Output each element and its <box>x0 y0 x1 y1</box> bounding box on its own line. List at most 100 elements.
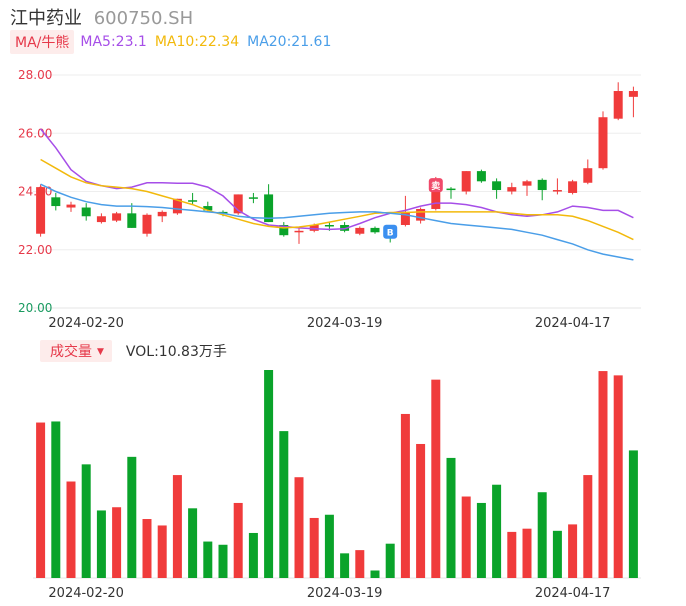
volume-bar <box>172 475 182 578</box>
y-tick-label: 28.00 <box>18 68 52 82</box>
volume-bar <box>583 475 593 578</box>
volume-bar <box>127 456 137 578</box>
ma10-line <box>40 158 634 241</box>
candle-body <box>628 91 638 97</box>
candle-body <box>203 206 213 211</box>
volume-bar <box>370 570 380 578</box>
candle-body <box>370 227 380 233</box>
candle-body <box>172 198 182 214</box>
candle-body <box>476 171 486 182</box>
candle-body <box>507 187 517 192</box>
candle-body <box>264 194 274 223</box>
volume-bar <box>507 531 517 578</box>
volume-bar <box>568 524 578 578</box>
buy-marker-icon: B <box>383 224 398 239</box>
candle-body <box>324 224 334 227</box>
volume-bar <box>492 484 502 578</box>
ma-legend: MA/牛熊 MA5:23.1 MA10:22.34 MA20:21.61 <box>10 30 339 54</box>
candle-body <box>96 216 106 223</box>
candle-body <box>188 200 198 202</box>
sell-marker-icon: 卖 <box>428 178 443 193</box>
volume-bar <box>66 481 76 578</box>
candle-body <box>309 224 319 231</box>
volume-bar <box>628 450 638 578</box>
volume-tag-label: 成交量 <box>50 344 92 360</box>
stock-code: 600750.SH <box>93 8 194 29</box>
x-tick-label: 2024-02-20 <box>48 586 124 601</box>
y-tick-label: 22.00 <box>18 243 52 257</box>
x-tick-label: 2024-04-17 <box>535 316 611 331</box>
volume-bar <box>355 550 365 578</box>
y-tick-label: 26.00 <box>18 126 52 140</box>
volume-legend: 成交量 ▼ VOL:10.83万手 <box>40 340 227 362</box>
volume-bar <box>279 431 289 578</box>
volume-bar <box>203 541 213 578</box>
volume-bar <box>188 508 198 578</box>
volume-bar <box>233 502 243 578</box>
candle-body <box>36 187 46 234</box>
candle-body <box>112 213 122 221</box>
marker-label: B <box>387 229 394 239</box>
volume-bar <box>51 421 61 578</box>
volume-bar <box>385 543 395 578</box>
volume-bar <box>36 422 46 578</box>
candle-body <box>400 211 410 225</box>
volume-bar <box>340 553 350 578</box>
volume-bar <box>613 375 623 578</box>
candle-body <box>355 227 365 234</box>
volume-bar <box>598 371 608 578</box>
volume-bar <box>537 492 547 578</box>
volume-bar <box>476 502 486 578</box>
volume-bar <box>400 413 410 578</box>
candle-body <box>340 224 350 231</box>
candle-body <box>583 168 593 183</box>
candle-body <box>613 91 623 119</box>
candle-body <box>294 230 304 233</box>
candle-body <box>248 197 258 199</box>
volume-bar <box>112 507 122 578</box>
marker-badge <box>428 178 443 193</box>
candle-body <box>157 211 167 217</box>
candle-body <box>461 171 471 192</box>
volume-bar <box>446 457 456 578</box>
volume-bar <box>431 379 441 578</box>
volume-bar <box>416 443 426 578</box>
candle-body <box>537 179 547 191</box>
candle-body <box>66 204 76 208</box>
x-tick-label: 2024-02-20 <box>48 316 124 331</box>
volume-bar <box>248 532 258 578</box>
volume-bar <box>309 517 319 578</box>
volume-indicator-selector[interactable]: 成交量 ▼ <box>40 340 112 362</box>
volume-bar <box>461 496 471 578</box>
ma20-label: MA20:21.61 <box>247 34 332 50</box>
header-title: 江中药业 600750.SH <box>10 4 193 30</box>
volume-bar <box>264 370 274 578</box>
candle-body <box>552 190 562 192</box>
candle-body <box>598 117 608 169</box>
volume-bar <box>218 544 228 578</box>
volume-bar <box>142 519 152 578</box>
volume-bar <box>522 528 532 578</box>
x-tick-label: 2024-03-19 <box>307 316 383 331</box>
volume-bar <box>157 525 167 578</box>
ma5-label: MA5:23.1 <box>80 34 147 50</box>
candle-body <box>492 181 502 191</box>
marker-badge <box>383 224 398 239</box>
volume-bar <box>96 510 106 578</box>
x-tick-label: 2024-03-19 <box>307 586 383 601</box>
candle-body <box>416 208 426 221</box>
x-tick-label: 2024-04-17 <box>535 586 611 601</box>
y-tick-label: 20.00 <box>18 301 52 315</box>
volume-bar <box>81 464 91 578</box>
candle-body <box>127 213 137 228</box>
volume-bar <box>294 477 304 578</box>
candle-body <box>446 188 456 191</box>
volume-bar <box>324 514 334 578</box>
candle-body <box>142 214 152 234</box>
candle-body <box>233 194 243 214</box>
ma-indicator-selector[interactable]: MA/牛熊 <box>10 30 75 54</box>
candle-body <box>279 224 289 236</box>
volume-bar <box>552 530 562 578</box>
candle-body <box>81 207 91 217</box>
